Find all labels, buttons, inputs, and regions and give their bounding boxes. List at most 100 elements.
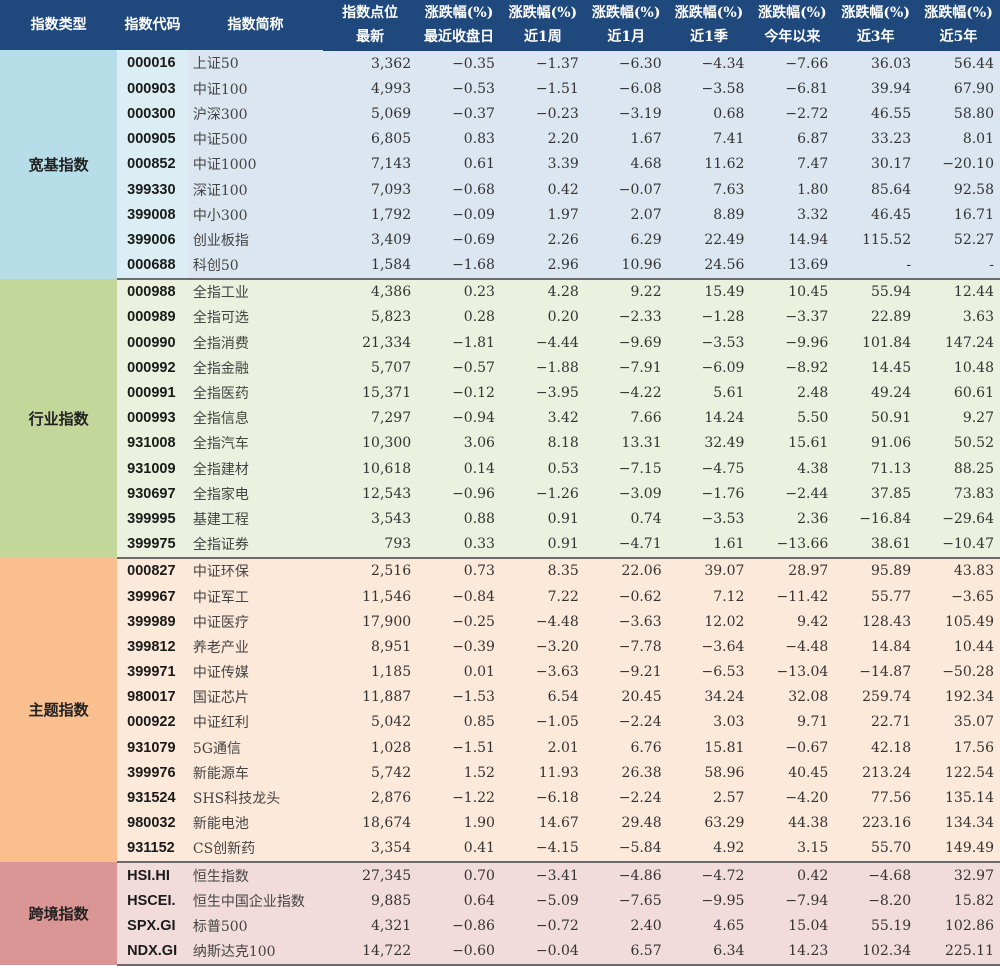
change-5y: 8.01	[917, 126, 1000, 152]
index-points: 5,707	[323, 355, 418, 381]
index-code: 000903	[117, 76, 188, 102]
change-3y: 46.45	[834, 202, 918, 228]
change-last-close: 0.41	[417, 835, 501, 864]
change-1m: −6.30	[584, 50, 668, 77]
index-name: 中证1000	[187, 151, 324, 177]
change-1w: 8.18	[500, 430, 585, 456]
index-code: 931079	[117, 735, 188, 761]
index-name: 纳斯达克100	[187, 938, 324, 966]
change-1q: −3.53	[667, 330, 751, 356]
index-name: 全指工业	[187, 278, 324, 305]
change-1q: 0.68	[667, 101, 751, 127]
index-points: 3,354	[323, 835, 418, 864]
header-points-latest: 最新	[323, 25, 418, 51]
change-1w: −1.88	[500, 355, 585, 381]
change-1w: −5.09	[500, 888, 585, 914]
table-row: 931009 全指建材 10,618 0.14 0.53 −7.15 −4.75 4.38 71…	[0, 456, 1000, 482]
index-points: 3,362	[323, 50, 418, 77]
header-index-type: 指数类型	[0, 0, 118, 50]
change-5y: 135.14	[917, 785, 1000, 811]
index-name: 中证军工	[187, 583, 324, 610]
change-1m: 6.57	[584, 938, 668, 966]
change-ytd: 13.69	[750, 252, 835, 280]
group-broad-based: 宽基指数 000016 上证50 3,362 −0.35 −1.37 −6.30 −4.34−…	[0, 50, 1000, 280]
change-5y: 56.44	[917, 50, 1000, 77]
index-points: 7,297	[323, 405, 418, 431]
change-3y: 42.18	[834, 735, 918, 761]
change-ytd: 14.94	[750, 227, 835, 253]
index-name: 标普500	[187, 913, 324, 939]
change-1w: 14.67	[500, 810, 585, 836]
change-ytd: −13.66	[750, 531, 835, 559]
index-points: 12,543	[323, 481, 418, 507]
index-code: 000988	[117, 278, 188, 305]
change-1w: 1.97	[500, 202, 585, 228]
change-5y: 9.27	[917, 405, 1000, 431]
index-name: 科创50	[187, 252, 324, 280]
table-row: 399976 新能源车 5,742 1.52 11.93 26.38 58.96 40.45 2…	[0, 760, 1000, 786]
change-1w: −3.20	[500, 634, 585, 660]
change-1q: −1.28	[667, 304, 751, 331]
change-1w: 8.35	[500, 557, 585, 584]
index-points: 7,143	[323, 151, 418, 177]
header-period-3y: 近3年	[834, 25, 918, 51]
group-theme: 主题指数 000827 中证环保 2,516 0.73 8.35 22.06 39.07 28.…	[0, 557, 1000, 864]
header-change: 涨跌幅(%)	[917, 0, 1000, 25]
change-1m: −5.84	[584, 835, 668, 864]
table-row: 000300 沪深300 5,069 −0.37 −0.23 −3.19 0.68 −2.72…	[0, 101, 1000, 127]
change-ytd: −2.72	[750, 101, 835, 127]
change-5y: 12.44	[917, 278, 1000, 305]
change-3y: 102.34	[834, 938, 918, 966]
table-row: 980032 新能电池 18,674 1.90 14.67 29.48 63.29 44.38…	[0, 810, 1000, 836]
table-row: 399812 养老产业 8,951 −0.39 −3.20 −7.78 −3.64 −4.48…	[0, 634, 1000, 660]
category-label: 行业指数	[0, 278, 118, 558]
change-3y: 55.70	[834, 835, 918, 864]
change-1q: −6.53	[667, 659, 751, 685]
index-name: 深证100	[187, 176, 324, 203]
index-code: HSCEI.	[117, 888, 188, 914]
table-row: 000989 全指可选 5,823 0.28 0.20 −2.33 −1.28 −3.37 22…	[0, 304, 1000, 331]
index-code: 000922	[117, 709, 188, 736]
index-code: 931152	[117, 835, 188, 864]
header-change: 涨跌幅(%)	[750, 0, 835, 25]
index-code: 000993	[117, 405, 188, 431]
change-5y: 73.83	[917, 481, 1000, 507]
change-5y: 35.07	[917, 709, 1000, 736]
change-1q: 3.03	[667, 709, 751, 736]
change-1m: 20.45	[584, 684, 668, 710]
change-ytd: 2.48	[750, 380, 835, 406]
change-ytd: 40.45	[750, 760, 835, 786]
table-row: 000922 中证红利 5,042 0.85 −1.05 −2.24 3.03 9.71 22.…	[0, 709, 1000, 736]
index-name: 全指可选	[187, 304, 324, 331]
change-5y: 105.49	[917, 609, 1000, 635]
index-code: 000905	[117, 126, 188, 152]
change-1w: 6.54	[500, 684, 585, 710]
table-row: 931524 SHS科技龙头 2,876 −1.22 −6.18 −2.24 2.57 −4.…	[0, 785, 1000, 811]
index-code: HSI.HI	[117, 862, 188, 889]
change-last-close: −0.37	[417, 101, 501, 127]
change-last-close: −0.69	[417, 227, 501, 253]
change-1m: 22.06	[584, 557, 668, 584]
change-5y: 15.82	[917, 888, 1000, 914]
change-1m: −7.78	[584, 634, 668, 660]
change-1q: 7.12	[667, 583, 751, 610]
index-code: 000688	[117, 252, 188, 280]
index-code: 399971	[117, 659, 188, 685]
change-1w: 2.26	[500, 227, 585, 253]
index-points: 11,546	[323, 583, 418, 610]
change-last-close: −0.53	[417, 76, 501, 102]
index-points: 2,516	[323, 557, 418, 584]
index-name: 中证传媒	[187, 659, 324, 685]
index-code: 399812	[117, 634, 188, 660]
change-1m: 9.22	[584, 278, 668, 305]
change-1w: 2.20	[500, 126, 585, 152]
change-1m: −2.33	[584, 304, 668, 331]
change-3y: 14.84	[834, 634, 918, 660]
header-change: 涨跌幅(%)	[500, 0, 585, 25]
change-3y: 128.43	[834, 609, 918, 635]
change-3y: −8.20	[834, 888, 918, 914]
header-change: 涨跌幅(%)	[667, 0, 751, 25]
index-code: 931524	[117, 785, 188, 811]
change-1m: 2.40	[584, 913, 668, 939]
table-row: 930697 全指家电 12,543 −0.96 −1.26 −3.09 −1.76 −2.4…	[0, 481, 1000, 507]
